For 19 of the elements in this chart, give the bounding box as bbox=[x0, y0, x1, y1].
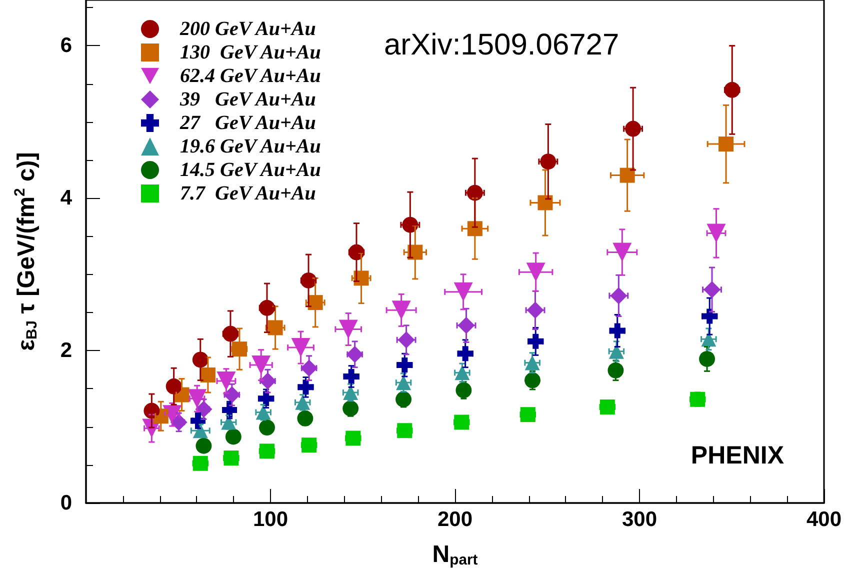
legend-label: 7.7 GeV Au+Au bbox=[180, 182, 316, 204]
y-tick-label: 2 bbox=[60, 339, 72, 362]
legend-label: 62.4 GeV Au+Au bbox=[180, 65, 321, 87]
x-tick-label: 200 bbox=[437, 508, 473, 531]
y-tick-label: 4 bbox=[60, 186, 72, 210]
x-tick-label: 300 bbox=[622, 508, 658, 531]
legend-label: 19.6 GeV Au+Au bbox=[180, 136, 321, 158]
legend-label: 130 GeV Au+Au bbox=[180, 42, 321, 64]
legend-label: 14.5 GeV Au+Au bbox=[180, 159, 321, 181]
legend-label: 39 GeV Au+Au bbox=[179, 88, 316, 110]
legend-label: 27 GeV Au+Au bbox=[179, 112, 316, 134]
annotation: arXiv:1509.06727 bbox=[384, 28, 620, 62]
x-tick-label: 100 bbox=[252, 508, 288, 531]
annotation: PHENIX bbox=[690, 442, 784, 470]
legend-label: 200 GeV Au+Au bbox=[179, 18, 316, 40]
y-tick-label: 0 bbox=[60, 492, 72, 514]
x-tick-label: 400 bbox=[806, 508, 842, 531]
y-tick-label: 6 bbox=[60, 34, 72, 58]
y-axis-title: εBJ τ [GeV/(fm2 c)] bbox=[12, 152, 40, 351]
